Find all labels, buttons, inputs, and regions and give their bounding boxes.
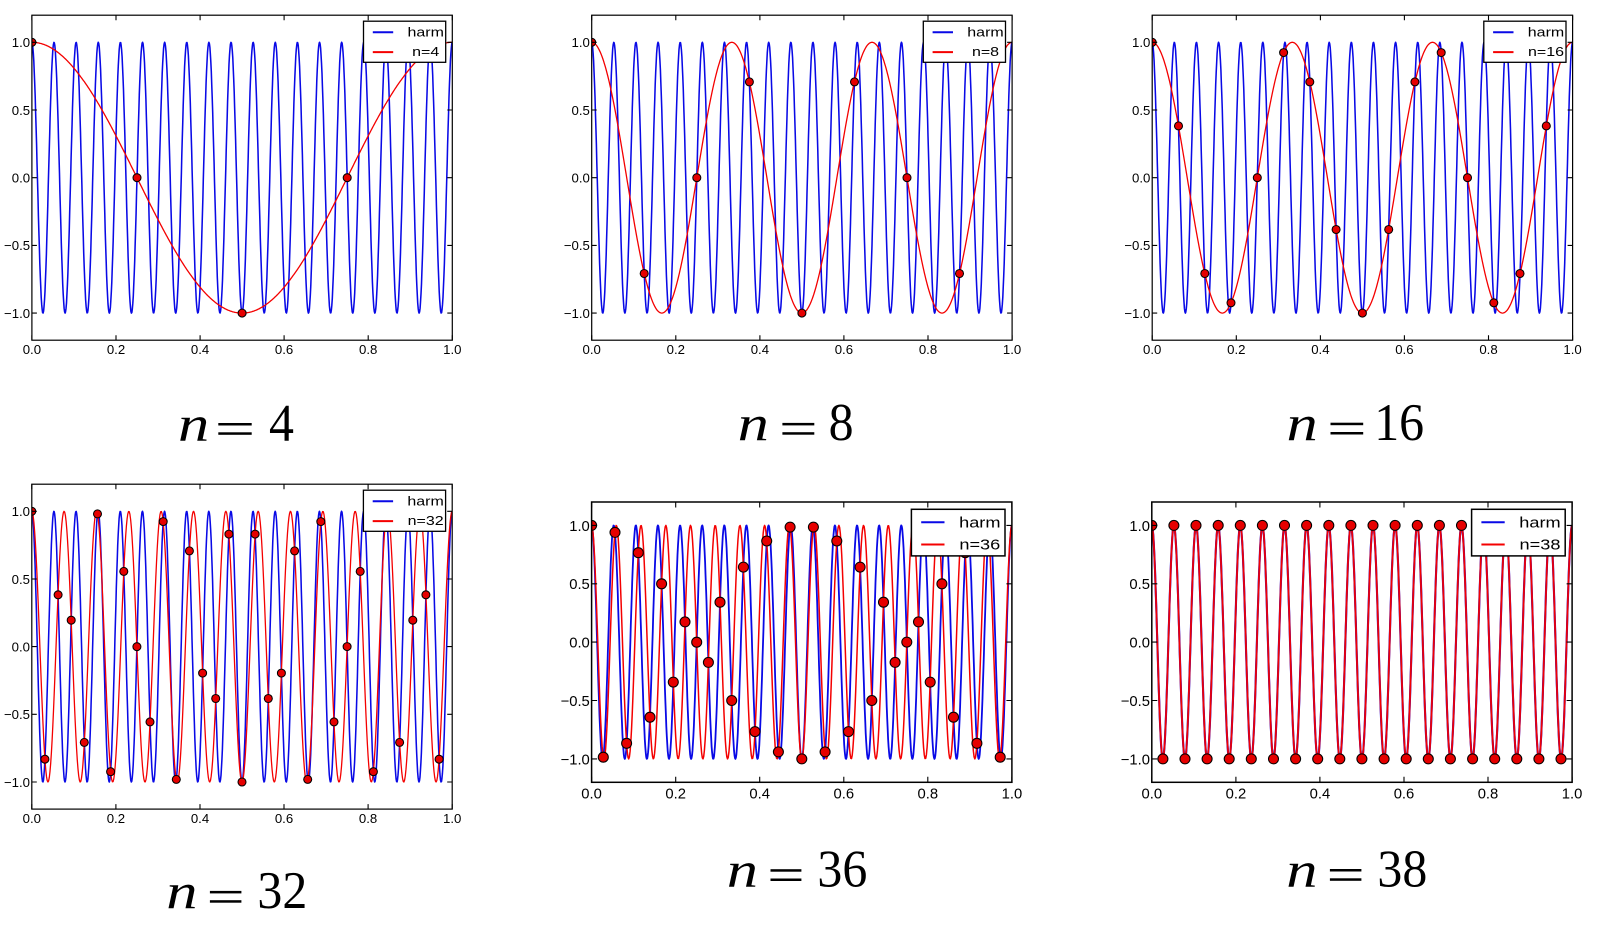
svg-text:0.5: 0.5 xyxy=(12,572,30,587)
svg-text:0.8: 0.8 xyxy=(359,342,377,357)
svg-text:0.4: 0.4 xyxy=(191,811,209,826)
svg-text:0.8: 0.8 xyxy=(918,787,939,803)
svg-text:0.8: 0.8 xyxy=(359,811,377,826)
svg-text:n=36: n=36 xyxy=(959,536,1000,553)
svg-text:0.5: 0.5 xyxy=(1129,577,1150,593)
svg-text:0.6: 0.6 xyxy=(275,811,293,826)
svg-text:1.0: 1.0 xyxy=(1003,342,1021,357)
svg-text:38: 38 xyxy=(1377,840,1427,898)
svg-text:n=8: n=8 xyxy=(972,45,999,59)
svg-text:−0.5: −0.5 xyxy=(4,238,30,253)
svg-text:0.4: 0.4 xyxy=(749,787,770,803)
svg-text:0.6: 0.6 xyxy=(1394,787,1415,803)
svg-text:n=16: n=16 xyxy=(1528,45,1564,59)
svg-text:−1.0: −1.0 xyxy=(561,752,590,768)
svg-text:8: 8 xyxy=(829,394,854,452)
svg-text:harm: harm xyxy=(407,26,443,40)
svg-text:1.0: 1.0 xyxy=(1002,787,1023,803)
svg-text:1.0: 1.0 xyxy=(12,504,30,519)
svg-text:0.0: 0.0 xyxy=(23,342,41,357)
svg-text:−0.5: −0.5 xyxy=(1121,694,1150,710)
svg-text:0.8: 0.8 xyxy=(1478,787,1499,803)
svg-text:n: n xyxy=(727,843,758,898)
svg-text:1.0: 1.0 xyxy=(1563,342,1581,357)
svg-text:0.6: 0.6 xyxy=(835,342,853,357)
svg-text:harm: harm xyxy=(1528,26,1564,40)
svg-text:−1.0: −1.0 xyxy=(564,306,590,321)
svg-text:0.0: 0.0 xyxy=(583,342,601,357)
svg-text:4: 4 xyxy=(269,394,294,452)
svg-text:harm: harm xyxy=(959,514,1000,531)
svg-text:0.0: 0.0 xyxy=(1142,787,1163,803)
svg-text:1.0: 1.0 xyxy=(12,35,30,50)
svg-text:1.0: 1.0 xyxy=(443,811,461,826)
svg-text:−1.0: −1.0 xyxy=(1124,306,1150,321)
svg-text:−0.5: −0.5 xyxy=(4,707,30,722)
svg-text:0.5: 0.5 xyxy=(12,103,30,118)
svg-text:1.0: 1.0 xyxy=(1562,787,1583,803)
svg-text:1.0: 1.0 xyxy=(572,35,590,50)
svg-text:−0.5: −0.5 xyxy=(561,694,590,710)
svg-text:−1.0: −1.0 xyxy=(4,775,30,790)
svg-text:n=32: n=32 xyxy=(408,514,444,528)
svg-text:n: n xyxy=(1286,843,1317,898)
svg-text:1.0: 1.0 xyxy=(1132,35,1150,50)
svg-text:1.0: 1.0 xyxy=(443,342,461,357)
svg-text:n=38: n=38 xyxy=(1520,536,1561,553)
svg-text:0.2: 0.2 xyxy=(107,342,125,357)
svg-text:0.6: 0.6 xyxy=(834,787,855,803)
svg-text:0.6: 0.6 xyxy=(1395,342,1413,357)
svg-text:32: 32 xyxy=(257,862,307,920)
svg-text:0.0: 0.0 xyxy=(572,171,590,186)
svg-text:−0.5: −0.5 xyxy=(564,238,590,253)
svg-text:0.0: 0.0 xyxy=(581,787,602,803)
svg-text:0.2: 0.2 xyxy=(1227,342,1245,357)
svg-text:n: n xyxy=(166,865,197,920)
svg-text:0.4: 0.4 xyxy=(191,342,209,357)
svg-text:0.0: 0.0 xyxy=(12,640,30,655)
svg-text:harm: harm xyxy=(407,495,443,509)
svg-text:16: 16 xyxy=(1374,394,1424,452)
svg-text:n=4: n=4 xyxy=(412,45,439,59)
svg-text:0.5: 0.5 xyxy=(1132,103,1150,118)
svg-text:harm: harm xyxy=(1519,514,1560,531)
svg-text:0.4: 0.4 xyxy=(1310,787,1331,803)
svg-text:0.2: 0.2 xyxy=(1226,787,1247,803)
svg-text:0.5: 0.5 xyxy=(572,103,590,118)
svg-text:1.0: 1.0 xyxy=(569,519,590,535)
svg-text:−1.0: −1.0 xyxy=(4,306,30,321)
svg-text:1.0: 1.0 xyxy=(1129,519,1150,535)
svg-text:0.6: 0.6 xyxy=(275,342,293,357)
svg-text:n: n xyxy=(738,397,769,452)
svg-text:n: n xyxy=(1287,397,1318,452)
svg-text:0.8: 0.8 xyxy=(919,342,937,357)
svg-text:0.0: 0.0 xyxy=(1143,342,1161,357)
svg-text:harm: harm xyxy=(967,26,1003,40)
svg-text:0.0: 0.0 xyxy=(1132,171,1150,186)
svg-text:36: 36 xyxy=(817,840,867,898)
svg-text:0.8: 0.8 xyxy=(1479,342,1497,357)
svg-text:0.0: 0.0 xyxy=(569,636,590,652)
svg-text:n: n xyxy=(178,397,209,452)
svg-text:0.0: 0.0 xyxy=(23,811,41,826)
svg-text:0.0: 0.0 xyxy=(1129,636,1150,652)
svg-text:0.4: 0.4 xyxy=(751,342,769,357)
svg-text:0.2: 0.2 xyxy=(107,811,125,826)
svg-text:0.4: 0.4 xyxy=(1311,342,1329,357)
svg-text:0.2: 0.2 xyxy=(667,342,685,357)
svg-text:−1.0: −1.0 xyxy=(1121,752,1150,768)
svg-text:0.2: 0.2 xyxy=(665,787,686,803)
svg-text:0.5: 0.5 xyxy=(569,577,590,593)
svg-text:−0.5: −0.5 xyxy=(1124,238,1150,253)
svg-text:0.0: 0.0 xyxy=(12,171,30,186)
